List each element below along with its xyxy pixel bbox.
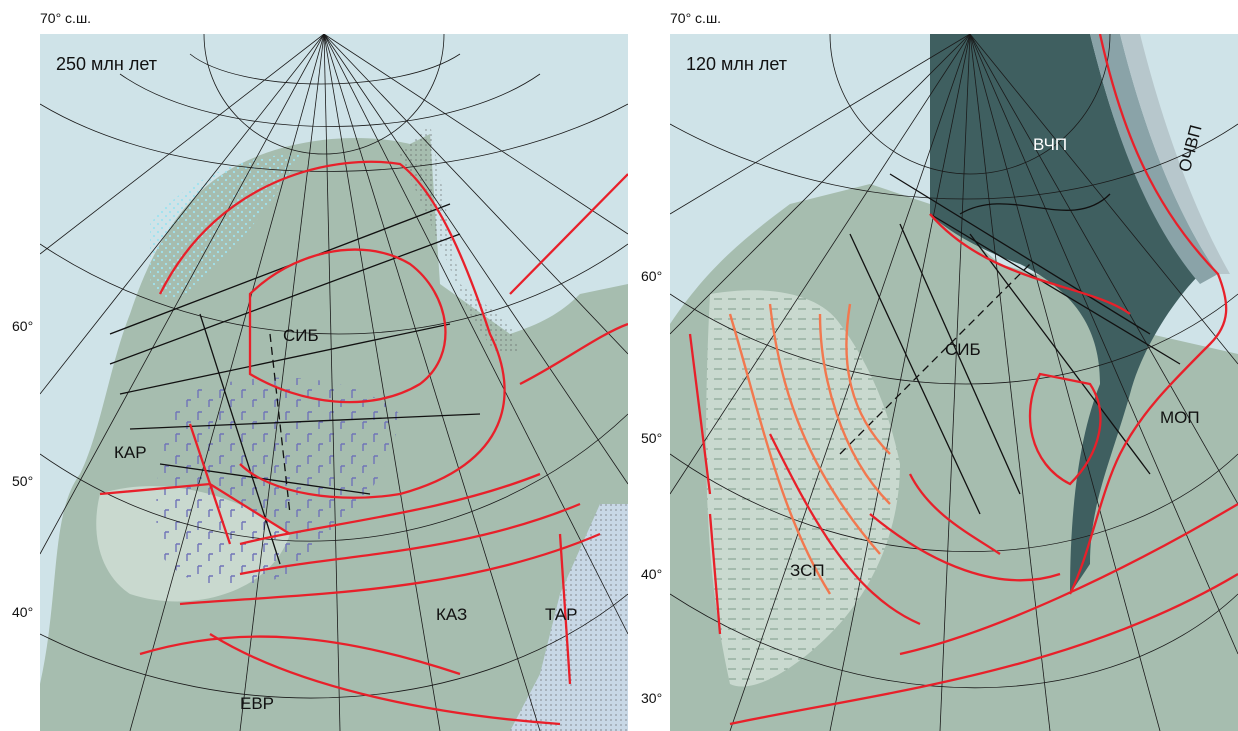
right-top-latitude-label: 70° с.ш. [670, 10, 722, 26]
left-lat-40-label: 40° [12, 604, 34, 620]
right-lat-40-label: 40° [641, 566, 663, 582]
right-lat-30-label: 30° [641, 690, 663, 706]
map-250-ma: 250 млн лет СИБ КАР КАЗ ТАР ЕВР [40, 34, 628, 731]
left-age-label: 250 млн лет [56, 54, 158, 74]
left-top-latitude-label: 70° с.ш. [40, 10, 92, 26]
region-label-evr: ЕВР [240, 694, 275, 713]
region-label-sib-right: СИБ [945, 340, 981, 359]
map-120-ma: 120 млн лет ВЧП ОЧВП СИБ МОП ЗСП [670, 34, 1238, 731]
region-label-tar: ТАР [545, 605, 578, 624]
right-age-label: 120 млн лет [686, 54, 788, 74]
right-lat-60-label: 60° [641, 268, 663, 284]
region-label-mop: МОП [1160, 408, 1200, 427]
region-label-zsp: ЗСП [790, 561, 825, 580]
region-label-kar: КАР [114, 443, 147, 462]
region-label-kaz: КАЗ [436, 605, 468, 624]
map-120-ma-graphic [670, 34, 1238, 731]
left-lat-50-label: 50° [12, 473, 34, 489]
left-lat-60-label: 60° [12, 318, 34, 334]
map-250-ma-graphic [40, 34, 628, 731]
region-label-vchp: ВЧП [1033, 135, 1068, 154]
region-label-sib-left: СИБ [283, 326, 319, 345]
right-lat-50-label: 50° [641, 430, 663, 446]
